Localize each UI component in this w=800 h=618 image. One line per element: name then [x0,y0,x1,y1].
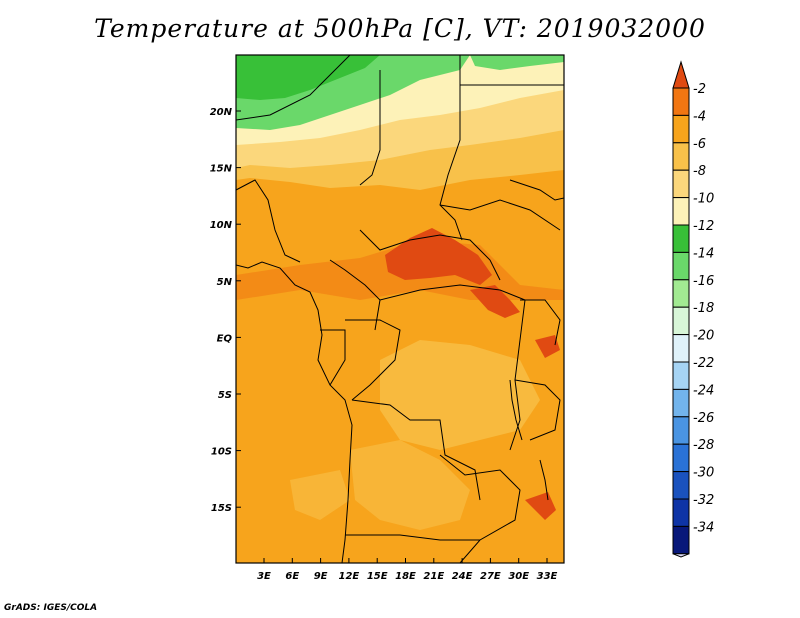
border-tanzania [514,379,561,441]
field-cool-south2 [350,440,470,530]
field-spot-2b [470,285,520,318]
map-frame [235,54,565,564]
latitude-axis: 20N 15N 10N 5N EQ 5S 10S 15S [210,107,241,514]
border-drc-north [379,284,526,301]
field-spot-2c [535,335,560,358]
border-nigeria [236,179,301,263]
border-ethiopia [509,179,564,201]
colorbar-swatch [672,197,690,226]
colorbar-label: -26 [693,411,714,426]
lat-tick-label: EQ [217,333,233,344]
colorbar-swatch [672,251,690,281]
colorbar-label: -22 [693,356,714,371]
border-gabon [320,329,346,386]
colorbar-swatch [672,361,690,390]
colorbar-swatch [672,443,690,473]
colorbar-swatch [672,334,690,363]
border-sudan-south [439,199,561,231]
lake-tanganyika [509,379,523,441]
colorbar-label: -12 [693,219,714,234]
lon-tick-label: 24E [452,571,473,582]
lake-malawi [539,459,549,501]
colorbar-swatch [672,525,690,555]
lon-tick-label: 12E [339,571,360,582]
colorbar: -2 -4 -6 -8 -10 -12 -14 -16 -18 -20 -22 -24 -26 -28 -3… [672,60,714,558]
colorbar-swatch [672,416,690,445]
colorbar-swatch [672,224,690,253]
colorbar-swatch [672,169,690,199]
lon-tick-label: 30E [508,571,529,582]
colorbar-top-arrow [672,60,690,89]
lon-tick-label: 3E [257,571,271,582]
colorbar-label: -28 [693,438,714,453]
border-congo [345,319,401,401]
colorbar-swatch [672,498,690,527]
colorbar-label: -24 [693,383,714,398]
lon-tick-label: 6E [285,571,299,582]
border-niger-chad [236,55,351,121]
border-angola [351,399,481,501]
colorbar-swatch [672,306,690,336]
colorbar-label: -10 [693,192,714,207]
colorbar-label: -2 [693,82,706,97]
footer-credit: GrADS: IGES/COLA [4,603,98,613]
longitude-axis: 3E 6E 9E 12E 15E 18E 21E 24E 27E 30E 33E [257,558,558,582]
colorbar-swatch [672,388,690,418]
colorbar-bottom-arrow [672,553,690,558]
border-chad-sudan [439,55,463,241]
border-cameroon [329,259,381,331]
field-spot-2 [385,228,492,285]
lat-tick-label: 10N [210,220,233,231]
colorbar-label: -8 [693,164,706,179]
colorbar-label: -30 [693,466,714,481]
colorbar-label: -18 [693,301,714,316]
field-band-14b [470,55,564,70]
lon-tick-label: 33E [537,571,558,582]
colorbar-label: -4 [693,109,706,124]
chart-title: Temperature at 500hPa [C], VT: 201903200… [94,14,706,43]
colorbar-label: -16 [693,274,714,289]
colorbar-swatch [672,471,690,500]
colorbar-label: -34 [693,520,714,535]
colorbar-label: -6 [693,137,706,152]
field-band-16 [236,55,380,100]
lat-tick-label: 5S [218,390,232,401]
country-borders [236,55,564,563]
border-west-coast [236,261,353,563]
colorbar-label: -32 [693,493,714,508]
colorbar-label: -20 [693,329,714,344]
colorbar-swatch [672,279,690,308]
temperature-field [236,55,564,563]
lat-tick-label: 5N [217,277,233,288]
field-cool-south3 [290,470,350,520]
border-libya-chad [359,70,381,186]
lon-tick-label: 9E [314,571,328,582]
lat-tick-label: 15N [210,164,233,175]
border-car [359,229,501,281]
lon-tick-label: 21E [423,571,444,582]
field-cool-south [380,340,540,450]
colorbar-label: -14 [693,246,714,261]
lon-tick-label: 27E [480,571,501,582]
border-namibia [345,534,480,541]
lat-tick-label: 10S [211,447,232,458]
colorbar-swatch [672,114,690,144]
colorbar-swatch [672,142,690,171]
lon-tick-label: 15E [367,571,388,582]
colorbar-swatch [672,87,690,116]
border-uganda [520,299,561,346]
lat-tick-label: 15S [211,503,232,514]
lon-tick-label: 18E [395,571,416,582]
lat-tick-label: 20N [210,107,233,118]
